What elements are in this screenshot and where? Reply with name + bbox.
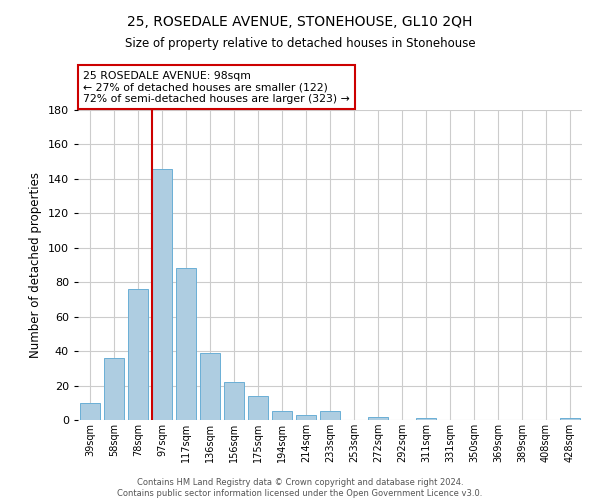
Bar bbox=[224, 382, 244, 420]
Text: 25, ROSEDALE AVENUE, STONEHOUSE, GL10 2QH: 25, ROSEDALE AVENUE, STONEHOUSE, GL10 2Q… bbox=[127, 15, 473, 29]
Bar bbox=[152, 168, 172, 420]
Bar bbox=[80, 403, 100, 420]
Y-axis label: Number of detached properties: Number of detached properties bbox=[29, 172, 42, 358]
Bar bbox=[560, 418, 580, 420]
Bar bbox=[176, 268, 196, 420]
Bar bbox=[296, 415, 316, 420]
Bar bbox=[368, 416, 388, 420]
Bar bbox=[104, 358, 124, 420]
Text: Contains HM Land Registry data © Crown copyright and database right 2024.
Contai: Contains HM Land Registry data © Crown c… bbox=[118, 478, 482, 498]
Text: 25 ROSEDALE AVENUE: 98sqm
← 27% of detached houses are smaller (122)
72% of semi: 25 ROSEDALE AVENUE: 98sqm ← 27% of detac… bbox=[83, 70, 350, 104]
Bar bbox=[416, 418, 436, 420]
Bar bbox=[272, 412, 292, 420]
Bar bbox=[128, 289, 148, 420]
Bar bbox=[320, 412, 340, 420]
Text: Size of property relative to detached houses in Stonehouse: Size of property relative to detached ho… bbox=[125, 38, 475, 51]
Bar bbox=[248, 396, 268, 420]
Bar bbox=[200, 353, 220, 420]
